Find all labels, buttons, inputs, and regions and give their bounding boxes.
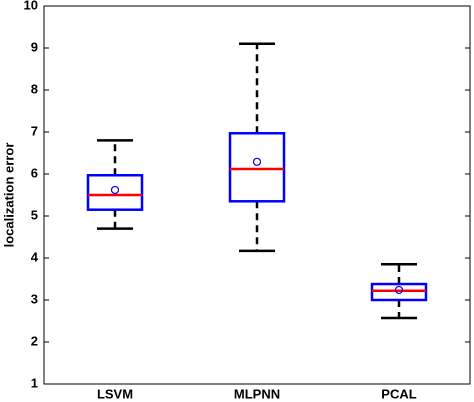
- y-axis-label: localization error: [1, 143, 16, 248]
- y-tick-label: 6: [31, 165, 38, 180]
- y-tick-label: 3: [31, 291, 38, 306]
- box: [370, 282, 428, 302]
- y-tick-label: 8: [31, 81, 38, 96]
- plot-frame: [43, 5, 471, 385]
- mean-marker: [110, 185, 120, 195]
- box: [86, 174, 144, 211]
- y-tick-label: 4: [31, 249, 39, 264]
- x-tick-label: PCAL: [381, 386, 416, 401]
- x-tick-label: MLPNN: [234, 386, 280, 401]
- y-tick-label: 7: [31, 123, 38, 138]
- y-tick-label: 2: [31, 333, 38, 348]
- y-tick-label: 1: [31, 375, 38, 390]
- y-tick-label: 9: [31, 39, 38, 54]
- mean-marker: [394, 285, 404, 295]
- y-tick-label: 10: [24, 0, 38, 12]
- box: [228, 132, 286, 203]
- mean-marker: [252, 157, 262, 166]
- y-tick-label: 5: [31, 207, 38, 222]
- x-tick-label: LSVM: [97, 386, 133, 401]
